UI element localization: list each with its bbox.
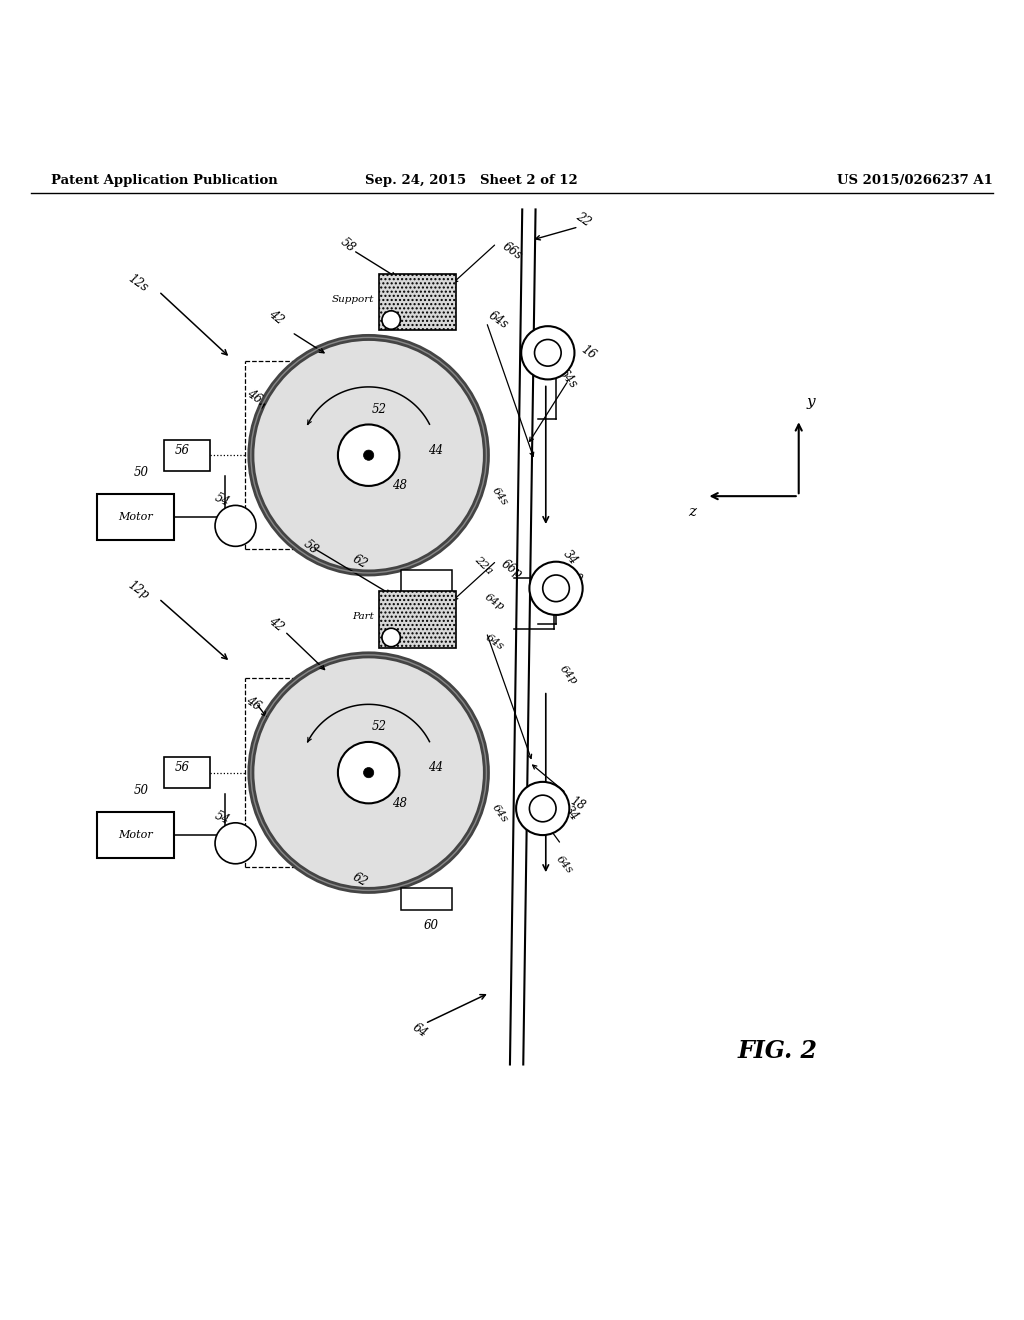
Text: 64: 64 <box>410 1022 430 1040</box>
Text: 62: 62 <box>350 553 370 572</box>
Circle shape <box>215 506 256 546</box>
Text: 64s: 64s <box>557 366 580 391</box>
Text: 66p: 66p <box>499 557 525 581</box>
Text: 66s: 66s <box>500 240 524 263</box>
Circle shape <box>516 781 569 836</box>
Text: 58: 58 <box>300 537 321 557</box>
Text: 48: 48 <box>392 797 407 810</box>
Text: 50: 50 <box>134 784 148 797</box>
Text: US 2015/0266237 A1: US 2015/0266237 A1 <box>838 174 993 187</box>
Text: Motor: Motor <box>119 512 153 523</box>
Text: 52: 52 <box>372 403 386 416</box>
Text: 58: 58 <box>338 235 358 255</box>
Bar <box>401 570 453 593</box>
Text: 18: 18 <box>567 795 588 813</box>
Text: 46: 46 <box>243 693 263 713</box>
Bar <box>379 275 456 330</box>
Text: 50: 50 <box>134 466 148 479</box>
Text: 30: 30 <box>565 569 586 587</box>
Bar <box>164 758 210 788</box>
Text: 22: 22 <box>573 210 594 230</box>
Circle shape <box>338 425 399 486</box>
Text: 46: 46 <box>244 387 264 407</box>
Text: 12p: 12p <box>125 578 152 602</box>
Text: 64p: 64p <box>483 591 506 612</box>
Text: 64s: 64s <box>483 632 506 652</box>
Text: z: z <box>688 504 696 519</box>
Text: 12s: 12s <box>126 272 151 294</box>
Circle shape <box>338 742 399 804</box>
Text: 64s: 64s <box>489 803 510 825</box>
Text: 56: 56 <box>175 444 189 457</box>
Text: 48: 48 <box>392 479 407 492</box>
Text: Part: Part <box>352 612 374 620</box>
Text: 42: 42 <box>266 308 287 327</box>
Circle shape <box>521 326 574 379</box>
Circle shape <box>543 576 569 602</box>
Circle shape <box>529 795 556 822</box>
Text: Sep. 24, 2015   Sheet 2 of 12: Sep. 24, 2015 Sheet 2 of 12 <box>365 174 578 187</box>
Text: Motor: Motor <box>119 829 153 840</box>
Bar <box>164 440 210 470</box>
Text: 64s: 64s <box>486 309 511 331</box>
Text: 42: 42 <box>266 614 287 634</box>
Text: 54: 54 <box>213 491 231 510</box>
Text: 64p: 64p <box>558 664 579 686</box>
Text: 56: 56 <box>175 762 189 774</box>
Text: FIG. 2: FIG. 2 <box>737 1039 817 1063</box>
Text: 34: 34 <box>561 804 582 824</box>
Text: 44: 44 <box>428 762 442 774</box>
Text: 16: 16 <box>579 343 599 363</box>
Text: 22a: 22a <box>472 554 495 576</box>
Text: 64s: 64s <box>489 486 510 507</box>
Circle shape <box>529 562 583 615</box>
Text: 44: 44 <box>428 444 442 457</box>
Circle shape <box>251 655 486 891</box>
Circle shape <box>535 339 561 366</box>
Text: 34: 34 <box>560 548 581 568</box>
Circle shape <box>215 822 256 863</box>
Text: 54: 54 <box>213 809 231 826</box>
Circle shape <box>251 338 486 573</box>
Text: 62: 62 <box>350 870 370 888</box>
Text: 22b: 22b <box>557 583 580 603</box>
Text: 52: 52 <box>372 721 386 733</box>
Circle shape <box>382 628 400 647</box>
Text: 64s: 64s <box>554 854 574 875</box>
Text: 60: 60 <box>424 919 439 932</box>
Text: y: y <box>807 395 815 409</box>
Bar <box>97 812 174 858</box>
Text: Support: Support <box>332 294 374 304</box>
Text: Patent Application Publication: Patent Application Publication <box>51 174 278 187</box>
Circle shape <box>364 767 374 777</box>
Circle shape <box>382 310 400 329</box>
Text: 60: 60 <box>424 602 439 615</box>
Bar <box>379 591 456 648</box>
Bar <box>401 887 453 911</box>
Circle shape <box>364 450 374 461</box>
Bar <box>97 494 174 540</box>
